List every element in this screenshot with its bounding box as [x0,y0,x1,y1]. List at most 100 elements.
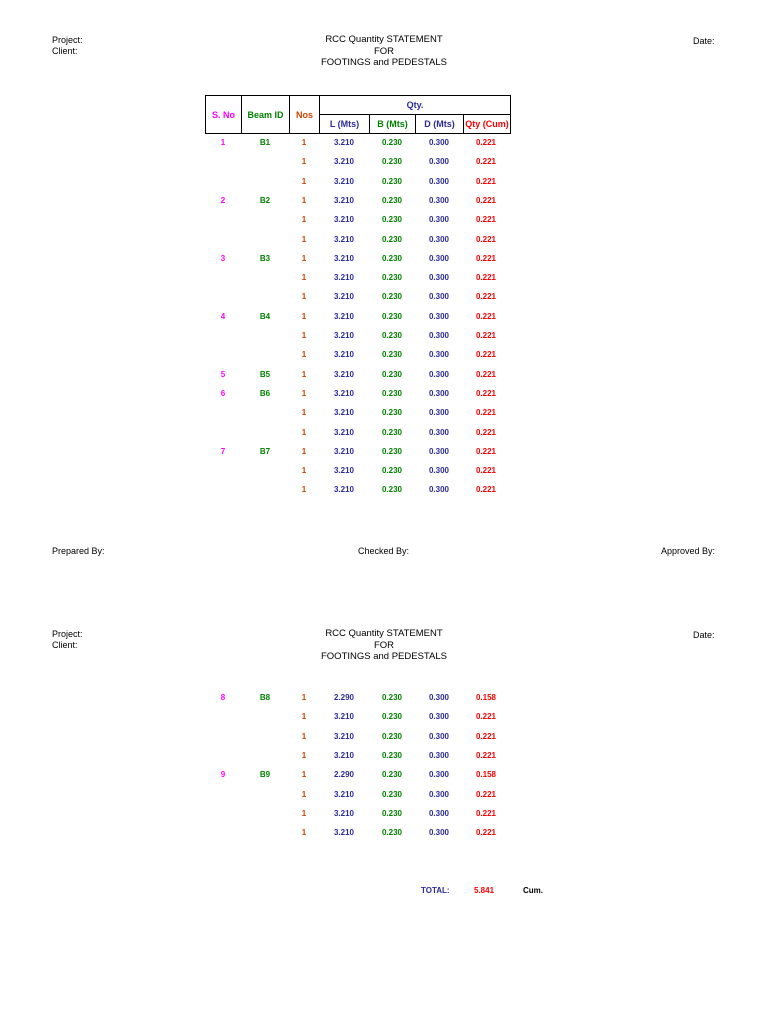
row-beam-id: B7 [259,446,271,456]
row-nos: 1 [301,770,307,780]
title-line-3: FOOTINGS and PEDESTALS [320,57,447,68]
row-depth: 0.300 [428,369,450,379]
row-sno: 7 [220,446,226,456]
table-row: 5 B5 1 3.210 0.230 0.300 0.221 [205,366,509,385]
header-qty-group: Qty. [319,95,511,115]
row-breadth: 0.230 [381,215,403,225]
row-sno: 2 [220,195,226,205]
row-qty: 0.221 [475,292,497,302]
row-nos: 1 [301,215,307,225]
table-row: 1 3.210 0.230 0.300 0.221 [205,786,509,805]
row-qty: 0.221 [475,712,497,722]
row-length: 3.210 [333,234,355,244]
project-label: Project: [52,35,83,45]
row-breadth: 0.230 [381,712,403,722]
row-breadth: 0.230 [381,311,403,321]
statement-title-page-2: RCC Quantity STATEMENT FOR FOOTINGS and … [264,628,504,663]
table-row: 2 B2 1 3.210 0.230 0.300 0.221 [205,192,509,211]
row-nos: 1 [301,712,307,722]
row-depth: 0.300 [428,234,450,244]
table-row: 1 3.210 0.230 0.300 0.221 [205,728,509,747]
row-qty: 0.221 [475,731,497,741]
title-line-3: FOOTINGS and PEDESTALS [320,651,447,662]
row-depth: 0.300 [428,446,450,456]
table-row: 8 B8 1 2.290 0.230 0.300 0.158 [205,689,509,708]
row-nos: 1 [301,485,307,495]
row-nos: 1 [301,157,307,167]
row-length: 3.210 [333,215,355,225]
row-sno: 8 [220,693,226,702]
row-nos: 1 [301,369,307,379]
date-label-page-2: Date: [693,630,715,640]
row-depth: 0.300 [428,789,450,799]
header-length: L (Mts) [319,114,370,134]
row-qty: 0.221 [475,427,497,437]
row-qty: 0.221 [475,446,497,456]
row-beam-id: B9 [259,770,271,780]
header-breadth: B (Mts) [369,114,416,134]
row-length: 2.290 [333,693,355,702]
table-row: 1 3.210 0.230 0.300 0.221 [205,211,509,230]
row-depth: 0.300 [428,215,450,225]
row-qty: 0.221 [475,350,497,360]
header-sno: S. No [205,95,242,134]
header-depth: D (Mts) [415,114,464,134]
row-breadth: 0.230 [381,234,403,244]
row-qty: 0.221 [475,808,497,818]
row-nos: 1 [301,176,307,186]
row-qty: 0.221 [475,215,497,225]
row-depth: 0.300 [428,750,450,760]
row-qty: 0.221 [475,369,497,379]
table-row: 7 B7 1 3.210 0.230 0.300 0.221 [205,443,509,462]
row-beam-id: B5 [259,369,271,379]
row-length: 2.290 [333,770,355,780]
row-nos: 1 [301,331,307,340]
row-length: 3.210 [333,466,355,476]
row-length: 3.210 [333,408,355,418]
row-nos: 1 [301,292,307,302]
total-value: 5.841 [474,886,495,895]
row-beam-id: B2 [259,195,271,205]
table-row: 1 3.210 0.230 0.300 0.221 [205,481,509,500]
row-nos: 1 [301,750,307,760]
table-row: 1 3.210 0.230 0.300 0.221 [205,747,509,766]
row-length: 3.210 [333,427,355,437]
row-breadth: 0.230 [381,408,403,418]
row-depth: 0.300 [428,273,450,283]
date-label: Date: [693,36,715,46]
row-breadth: 0.230 [381,292,403,302]
row-depth: 0.300 [428,485,450,495]
row-length: 3.210 [333,253,355,263]
table-row: 6 B6 1 3.210 0.230 0.300 0.221 [205,385,509,404]
row-length: 3.210 [333,808,355,818]
row-length: 3.210 [333,369,355,379]
row-breadth: 0.230 [381,485,403,495]
table-row: 3 B3 1 3.210 0.230 0.300 0.221 [205,250,509,269]
row-beam-id: B1 [259,138,271,147]
row-breadth: 0.230 [381,138,403,147]
row-nos: 1 [301,138,307,147]
table-row: 1 3.210 0.230 0.300 0.221 [205,346,509,365]
header-beam-id: Beam ID [241,95,290,134]
row-depth: 0.300 [428,466,450,476]
row-depth: 0.300 [428,292,450,302]
row-qty: 0.221 [475,195,497,205]
row-nos: 1 [301,828,307,838]
row-length: 3.210 [333,446,355,456]
row-nos: 1 [301,350,307,360]
row-length: 3.210 [333,157,355,167]
row-qty: 0.221 [475,466,497,476]
row-length: 3.210 [333,331,355,340]
row-qty: 0.221 [475,789,497,799]
title-line-1: RCC Quantity STATEMENT [325,628,443,639]
row-beam-id: B3 [259,253,271,263]
row-qty: 0.221 [475,485,497,495]
row-qty: 0.221 [475,176,497,186]
row-depth: 0.300 [428,770,450,780]
row-nos: 1 [301,446,307,456]
row-depth: 0.300 [428,138,450,147]
project-label-page-2: Project: [52,629,83,639]
table-row: 1 3.210 0.230 0.300 0.221 [205,269,509,288]
row-sno: 1 [220,138,226,147]
row-beam-id: B6 [259,388,271,398]
